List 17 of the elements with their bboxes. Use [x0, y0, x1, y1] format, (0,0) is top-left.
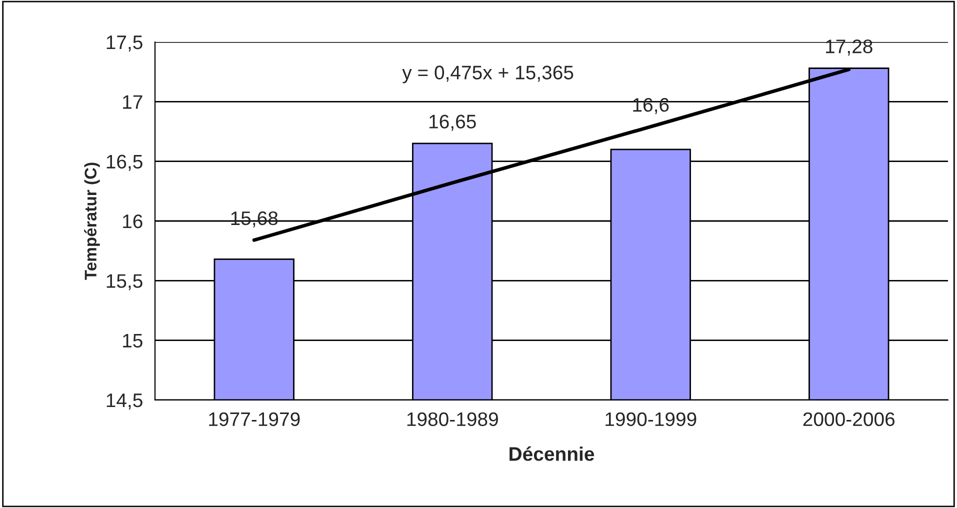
y-tick-label: 14,5: [106, 394, 142, 410]
x-axis-title: Décennie: [510, 446, 594, 461]
y-tick-label: 16: [123, 214, 142, 228]
annotation: y = 0,475x + 15,365: [402, 66, 574, 84]
y-tick-label: 17: [123, 95, 142, 109]
y-tick-label: 15,5: [106, 274, 142, 290]
data-label: 16,6: [633, 98, 669, 114]
x-tick-label: 2000-2006: [803, 412, 895, 426]
y-tick-label: 15: [123, 334, 142, 348]
data-label: 16,65: [430, 114, 476, 131]
y-tick-label: 16,5: [106, 154, 142, 171]
y-tick-label: 17,5: [106, 36, 142, 52]
x-tick-label: 1980-1989: [407, 412, 498, 426]
y-axis-title: Températur (C): [84, 162, 100, 280]
x-tick-label: 1977-1979: [209, 412, 300, 426]
data-label: 17,28: [826, 40, 872, 56]
x-tick-label: 1990-1999: [606, 412, 696, 426]
